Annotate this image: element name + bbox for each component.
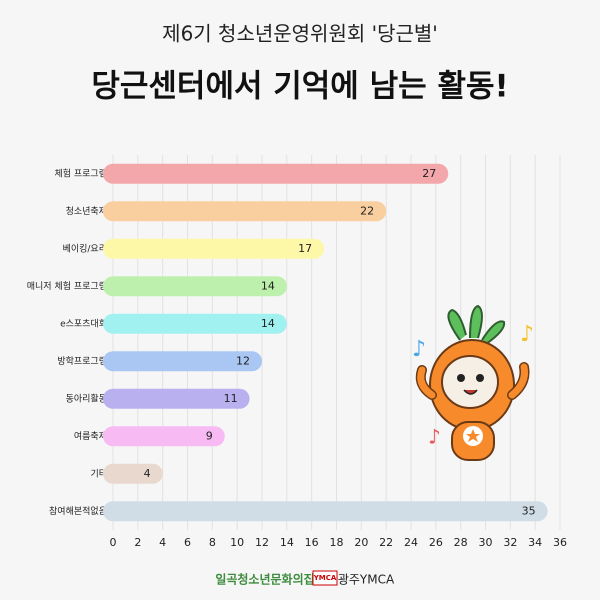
ymca-badge bbox=[312, 570, 338, 586]
svg-text:♪: ♪ bbox=[428, 425, 441, 449]
footer-logo: 일곡청소년문화의집 bbox=[215, 572, 314, 587]
footer-logo: 광주YMCA bbox=[338, 573, 395, 587]
value-label: 35 bbox=[522, 504, 536, 517]
value-label: 17 bbox=[298, 242, 312, 255]
x-tick-label: 26 bbox=[429, 536, 443, 549]
x-tick-label: 18 bbox=[330, 536, 344, 549]
x-tick-label: 0 bbox=[110, 536, 117, 549]
bar bbox=[103, 163, 449, 184]
chart-title: 당근센터에서 기억에 남는 활동! bbox=[91, 69, 508, 105]
bar bbox=[103, 426, 225, 447]
value-label: 4 bbox=[144, 467, 151, 480]
x-tick-label: 32 bbox=[503, 536, 517, 549]
svg-text:♪: ♪ bbox=[520, 322, 534, 347]
x-tick-label: 8 bbox=[209, 536, 216, 549]
x-tick-label: 20 bbox=[354, 536, 368, 549]
x-tick-label: 4 bbox=[159, 536, 166, 549]
y-tick-label: 여름축제 bbox=[74, 430, 107, 442]
x-tick-label: 10 bbox=[230, 536, 244, 549]
bar bbox=[103, 201, 387, 222]
value-label: 12 bbox=[236, 354, 250, 367]
y-tick-label: 베이킹/요리 bbox=[63, 242, 107, 254]
x-tick-label: 2 bbox=[134, 536, 141, 549]
mascot: ♪ ♪ ♪ bbox=[412, 304, 534, 461]
x-tick-label: 14 bbox=[280, 536, 294, 549]
chart-subtitle: 제6기 청소년운영위원회 '당근별' bbox=[162, 22, 438, 46]
x-tick-label: 22 bbox=[379, 536, 393, 549]
y-tick-label: e스포츠대회 bbox=[60, 318, 107, 329]
y-tick-label: 매니저 체험 프로그램 bbox=[27, 280, 107, 292]
bar bbox=[103, 463, 163, 484]
bar bbox=[103, 313, 287, 334]
y-tick-label: 참여해본적없음 bbox=[49, 505, 107, 517]
value-label: 11 bbox=[224, 392, 238, 405]
x-tick-label: 24 bbox=[404, 536, 418, 549]
value-label: 27 bbox=[422, 167, 436, 180]
value-label: 14 bbox=[261, 317, 275, 330]
y-tick-label: 청소년축제 bbox=[66, 206, 107, 217]
bar bbox=[103, 276, 287, 297]
x-tick-label: 30 bbox=[479, 536, 493, 549]
value-label: 14 bbox=[261, 279, 275, 292]
y-tick-label: 기타 bbox=[90, 468, 107, 479]
x-tick-label: 36 bbox=[553, 536, 567, 549]
y-tick-label: 동아리활동 bbox=[66, 392, 107, 404]
x-tick-label: 16 bbox=[305, 536, 319, 549]
svg-text:♪: ♪ bbox=[412, 337, 426, 362]
ymca-badge-text: YMCA bbox=[313, 574, 337, 582]
value-label: 9 bbox=[206, 429, 213, 442]
value-label: 22 bbox=[360, 204, 374, 217]
y-tick-label: 방학프로그램 bbox=[57, 355, 107, 367]
x-tick-label: 34 bbox=[528, 536, 542, 549]
bar bbox=[103, 388, 250, 409]
bar bbox=[103, 351, 262, 372]
bar bbox=[103, 238, 325, 259]
x-tick-label: 6 bbox=[184, 536, 191, 549]
x-tick-label: 12 bbox=[255, 536, 269, 549]
y-tick-label: 체험 프로그램 bbox=[54, 167, 107, 179]
bar bbox=[103, 501, 548, 522]
x-tick-label: 28 bbox=[454, 536, 468, 549]
